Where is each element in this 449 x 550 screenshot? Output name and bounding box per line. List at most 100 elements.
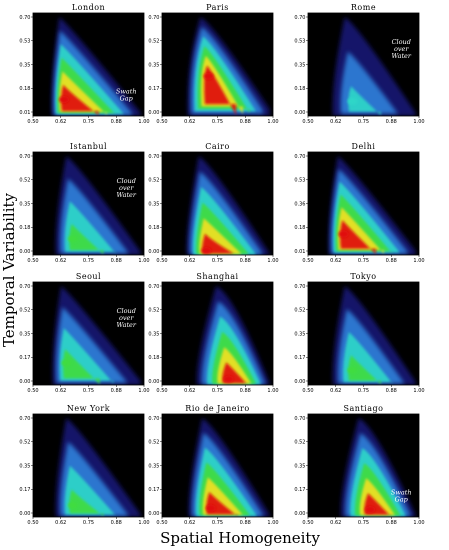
panel-title: Istanbul — [70, 142, 107, 151]
y-tick-label: 0.52 — [148, 440, 159, 446]
density-peak — [365, 506, 376, 514]
x-tick-label: 0.50 — [27, 258, 38, 264]
density-field — [328, 156, 416, 255]
density-peak — [201, 247, 212, 255]
x-tick-label: 0.75 — [83, 258, 94, 264]
y-tick-label: 0.35 — [294, 463, 305, 469]
density-field — [340, 418, 416, 517]
panel-annotation: Swath — [391, 488, 412, 496]
y-tick-label: 0.35 — [19, 201, 30, 207]
y-tick-label: 0.70 — [294, 416, 305, 422]
density-level — [69, 223, 104, 255]
y-tick-label: 0.70 — [148, 416, 159, 422]
y-tick-label: 0.35 — [294, 331, 305, 337]
panel-annotation: Water — [116, 191, 136, 199]
x-tick-label: 0.50 — [27, 388, 38, 394]
x-tick-label: 0.50 — [27, 520, 38, 526]
panel-seoul: Seoul 0.50 0.62 0.75 0.88 1.00 0.70 0.52 0.35 0.1… — [19, 272, 149, 394]
density-field — [55, 156, 141, 255]
x-tick-label: 0.75 — [358, 388, 369, 394]
density-peak — [61, 359, 72, 367]
y-tick-label: 0.70 — [19, 284, 30, 290]
y-tick-label: 0.35 — [148, 331, 159, 337]
panel-annotation: Gap — [395, 495, 409, 503]
x-tick-label: 1.00 — [138, 520, 149, 526]
y-tick-label: 0.35 — [19, 463, 30, 469]
x-tick-label: 0.88 — [240, 520, 251, 526]
x-tick-label: 1.00 — [413, 258, 424, 264]
panel-cairo: Cairo 0.50 0.62 0.75 0.88 1.00 0.70 0.52 0.35 0.1… — [148, 142, 278, 264]
density-peak — [347, 366, 358, 374]
panel-annotation: Swath — [116, 87, 137, 95]
x-tick-label: 0.88 — [111, 119, 122, 125]
panels-group: London 0.50 0.62 0.75 0.88 1.00 0.70 0.53 0.35 0.… — [19, 3, 424, 526]
density-peak — [67, 501, 78, 509]
x-tick-label: 0.50 — [156, 520, 167, 526]
y-tick-label: 0.18 — [19, 225, 30, 231]
density-level — [63, 349, 100, 385]
y-tick-label: 0.52 — [148, 39, 159, 45]
y-tick-label: 0.00 — [19, 249, 30, 255]
x-tick-label: 0.75 — [212, 258, 223, 264]
panel-annotation: over — [119, 184, 134, 192]
y-tick-label: 0.53 — [294, 39, 305, 45]
x-tick-label: 0.62 — [330, 388, 341, 394]
x-tick-label: 0.88 — [386, 520, 397, 526]
x-tick-label: 0.62 — [184, 388, 195, 394]
y-tick-label: 0.35 — [19, 62, 30, 68]
panel-annotation: Cloud — [392, 38, 411, 46]
density-peak — [347, 97, 358, 105]
x-tick-label: 0.88 — [386, 119, 397, 125]
x-tick-label: 0.88 — [111, 388, 122, 394]
panel-annotation: Water — [116, 321, 136, 329]
x-tick-label: 1.00 — [267, 119, 278, 125]
x-tick-label: 1.00 — [138, 388, 149, 394]
y-tick-label: 0.18 — [294, 86, 305, 92]
density-field — [188, 418, 270, 517]
x-tick-label: 1.00 — [413, 388, 424, 394]
density-level — [348, 86, 381, 116]
panel-istanbul: Istanbul 0.50 0.62 0.75 0.88 1.00 0.70 0.52 0.35… — [19, 142, 149, 264]
x-tick-label: 0.62 — [55, 258, 66, 264]
y-tick-label: 0.70 — [19, 154, 30, 160]
panel-title: Tokyo — [350, 272, 376, 281]
y-tick-label: 0.35 — [19, 331, 30, 337]
y-tick-label: 0.00 — [148, 110, 159, 116]
x-tick-label: 0.62 — [184, 520, 195, 526]
y-tick-label: 0.70 — [19, 416, 30, 422]
x-tick-label: 0.75 — [358, 258, 369, 264]
panel-shanghai: Shanghai 0.50 0.62 0.75 0.88 1.00 0.70 0.52 0.35… — [148, 272, 278, 394]
y-tick-label: 0.70 — [148, 15, 159, 21]
x-tick-label: 0.50 — [302, 258, 313, 264]
y-tick-label: 0.52 — [294, 308, 305, 314]
panel-tokyo: Tokyo 0.50 0.62 0.75 0.88 1.00 0.70 0.52 0.35 0.1… — [294, 272, 424, 394]
panel-title: Cairo — [205, 142, 230, 151]
panel-london: London 0.50 0.62 0.75 0.88 1.00 0.70 0.53 0.35 0.… — [19, 3, 149, 125]
y-tick-label: 0.53 — [19, 39, 30, 45]
panel-title: Paris — [206, 3, 229, 12]
y-tick-label: 0.17 — [148, 487, 159, 493]
x-tick-label: 0.75 — [212, 388, 223, 394]
panel-new-york: New York 0.50 0.62 0.75 0.88 1.00 0.70 0.52 0.35… — [19, 404, 149, 526]
y-tick-label: 0.18 — [148, 225, 159, 231]
density-field — [187, 17, 270, 116]
panel-annotation: Gap — [120, 94, 134, 102]
y-tick-label: 0.35 — [148, 201, 159, 207]
y-tick-label: 0.00 — [19, 511, 30, 517]
x-tick-label: 0.50 — [156, 258, 167, 264]
y-tick-label: 0.00 — [294, 110, 305, 116]
x-tick-label: 0.62 — [330, 258, 341, 264]
panel-title: Santiago — [344, 404, 384, 413]
x-tick-label: 0.75 — [358, 520, 369, 526]
y-tick-label: 0.01 — [294, 249, 305, 255]
y-tick-label: 0.52 — [294, 440, 305, 446]
y-tick-label: 0.35 — [148, 463, 159, 469]
y-tick-label: 0.70 — [294, 15, 305, 21]
y-tick-label: 0.00 — [19, 379, 30, 385]
panel-title: Rio de Janeiro — [185, 404, 249, 413]
x-tick-label: 0.62 — [330, 119, 341, 125]
density-level — [69, 489, 104, 517]
density-field — [332, 17, 416, 116]
density-field — [332, 286, 416, 385]
